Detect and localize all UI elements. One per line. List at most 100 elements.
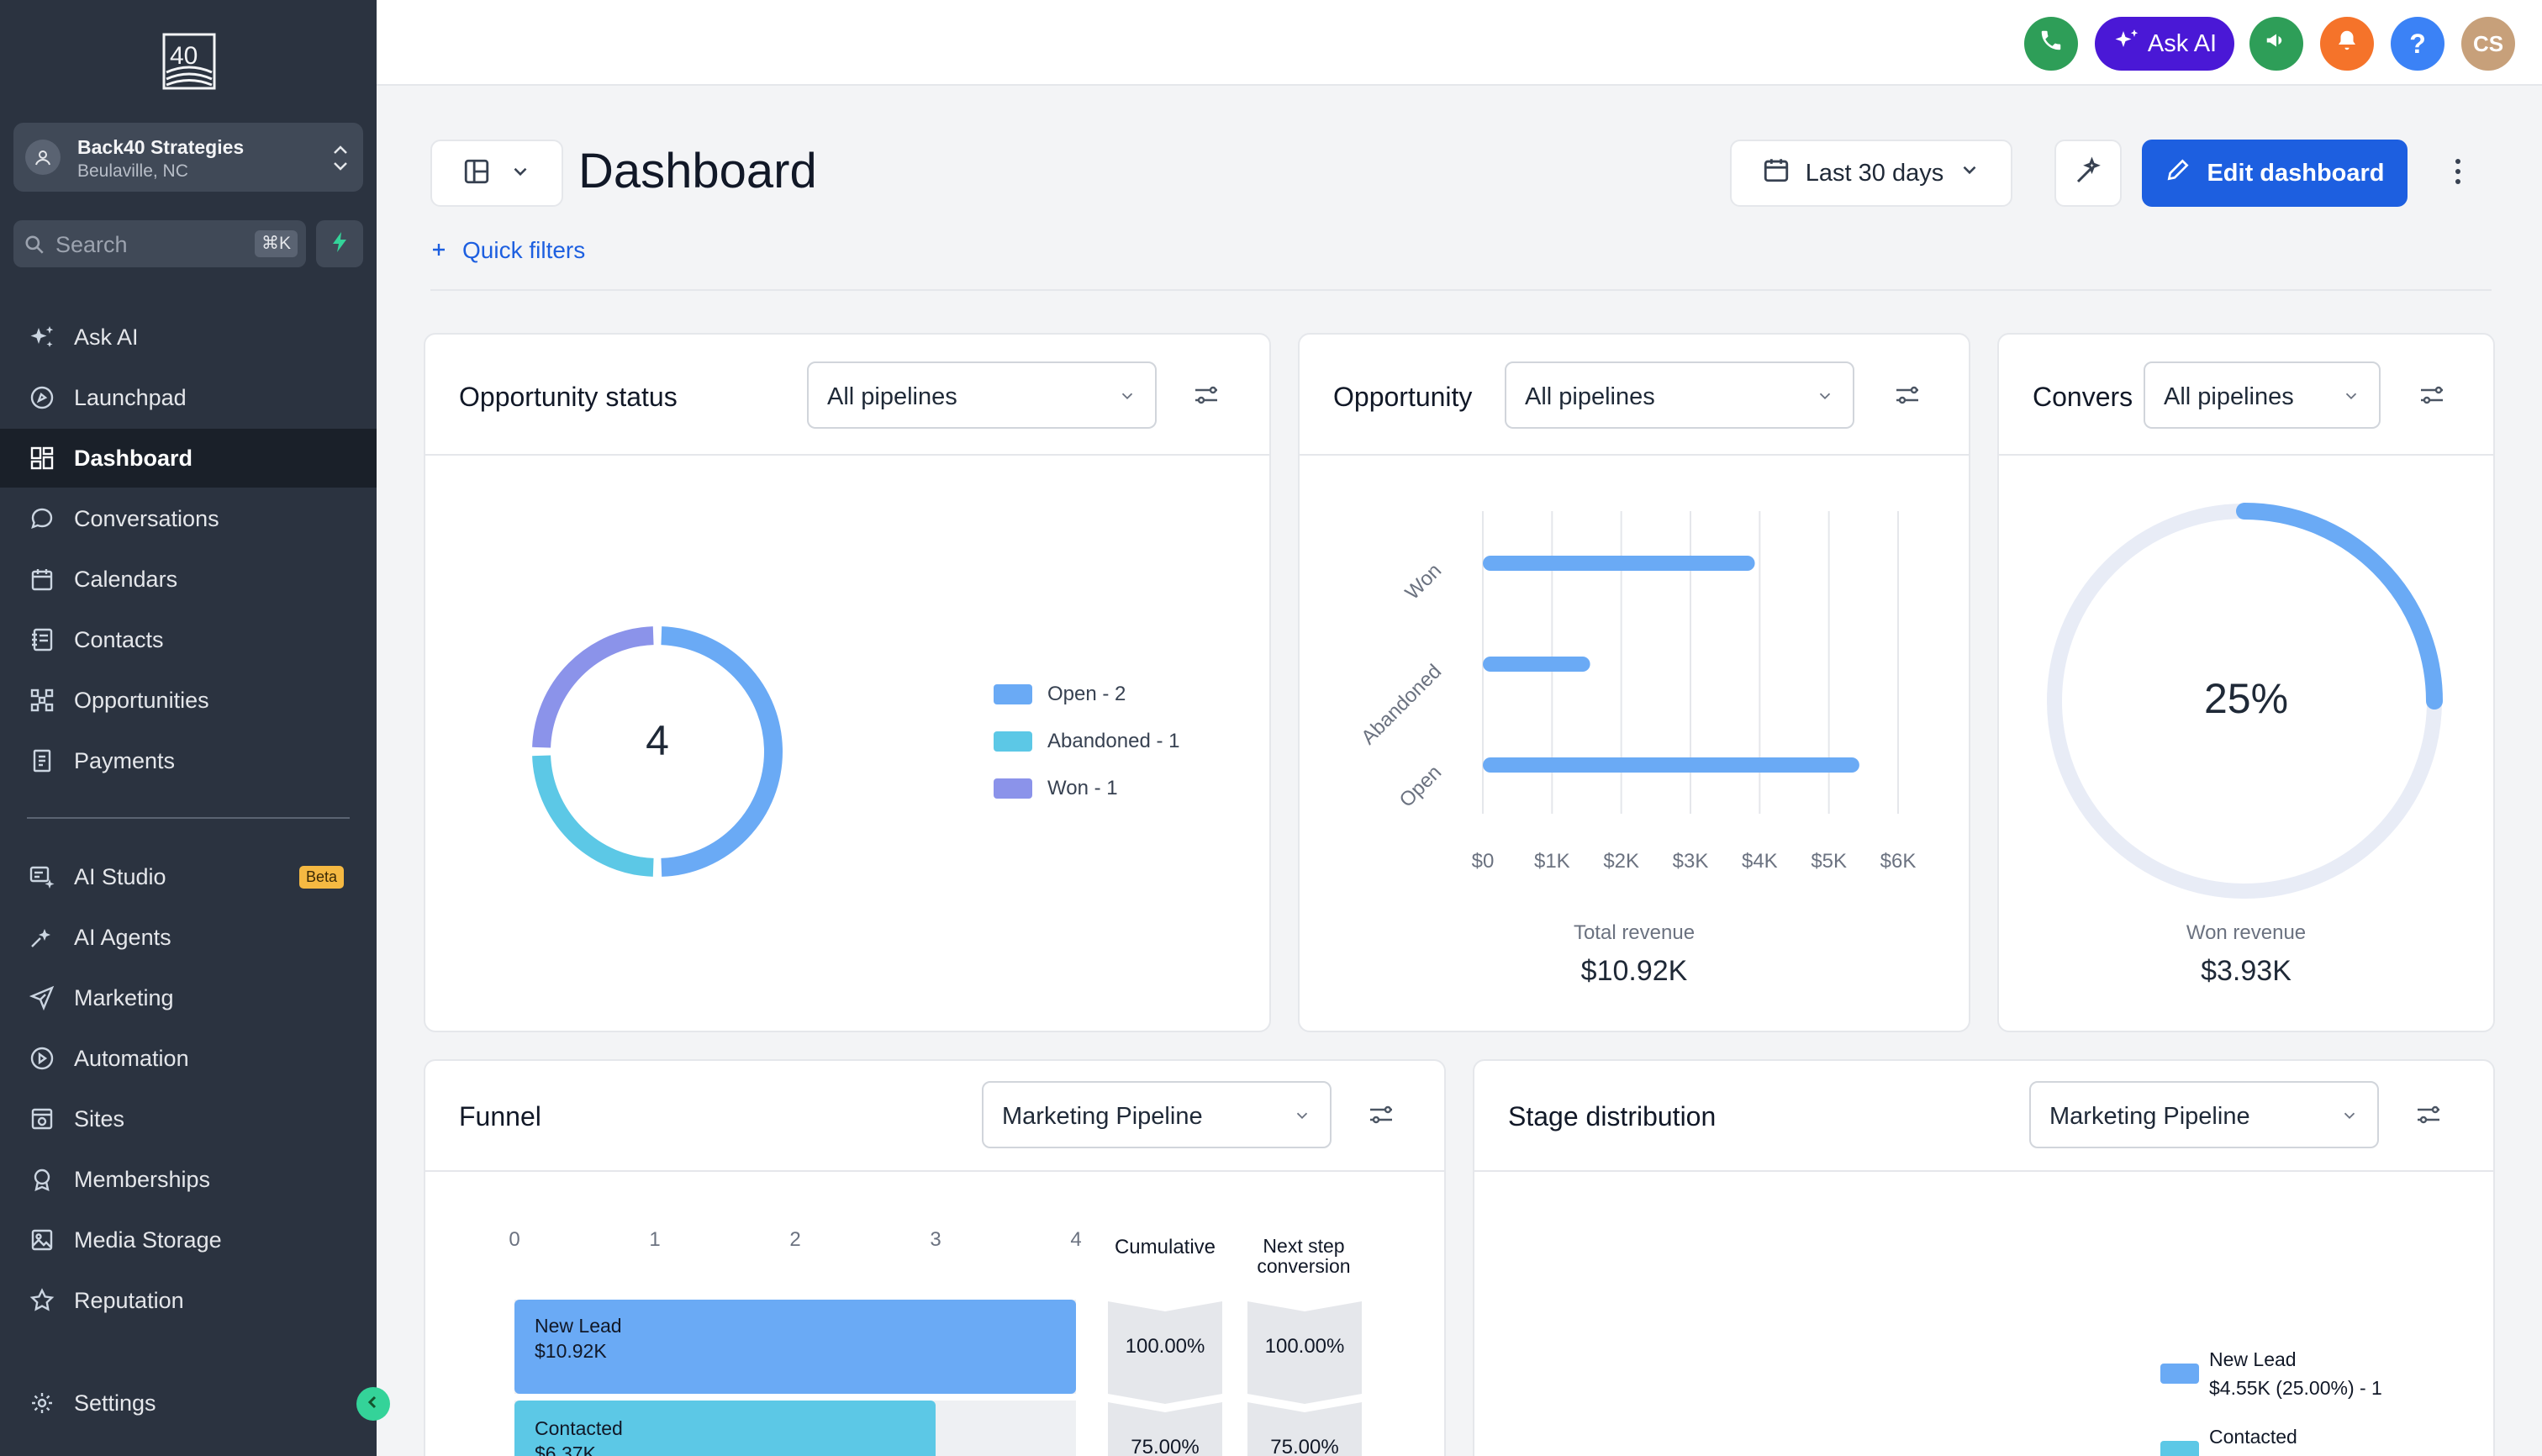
legend-swatch <box>994 684 1032 704</box>
legend-swatch <box>994 778 1032 799</box>
bar-abandoned[interactable] <box>1483 657 1590 672</box>
collapse-sidebar-button[interactable] <box>356 1387 390 1421</box>
quick-filters-button[interactable]: Quick filters <box>430 237 585 264</box>
donut-slice-abandoned[interactable] <box>532 755 654 877</box>
sidebar-item-payments[interactable]: Payments <box>0 731 377 790</box>
sidebar-item-ai-agents[interactable]: AI Agents <box>0 908 377 967</box>
star-icon <box>27 1288 57 1313</box>
card-title: Stage distribution <box>1508 1101 1717 1132</box>
funnel-bar-contacted[interactable] <box>514 1401 936 1456</box>
ai-agents-icon <box>27 925 57 950</box>
opportunity-bar-chart: $0 $1K $2K $3K $4K $5K $6K Won Abandoned Open <box>1357 511 1917 873</box>
ai-insights-button[interactable] <box>2054 140 2122 207</box>
card-header: Opportunity All pipelines <box>1300 335 1969 456</box>
sidebar-item-conversations[interactable]: Conversations <box>0 489 377 548</box>
bar-won[interactable] <box>1483 556 1755 571</box>
account-avatar-icon <box>25 140 61 175</box>
layout-switcher-button[interactable] <box>430 140 563 207</box>
sidebar-item-calendars[interactable]: Calendars <box>0 550 377 609</box>
sidebar-item-label: Payments <box>74 748 176 773</box>
notifications-button[interactable] <box>2320 17 2374 71</box>
sidebar-item-label: Automation <box>74 1046 189 1071</box>
help-button[interactable]: ? <box>2391 17 2444 71</box>
search-icon <box>24 234 45 260</box>
ai-studio-icon <box>27 864 57 889</box>
sidebar-item-sites[interactable]: Sites <box>0 1089 377 1148</box>
phone-button[interactable] <box>2024 17 2078 71</box>
legend-label: Open - 2 <box>1047 683 1126 705</box>
x-tick-label: $0 <box>1472 850 1495 873</box>
sidebar-item-label: Sites <box>74 1106 125 1132</box>
card-settings-icon[interactable] <box>1369 1103 1394 1131</box>
card-settings-icon[interactable] <box>1194 383 1219 411</box>
account-switcher[interactable]: Back40 Strategies Beulaville, NC <box>13 123 363 192</box>
top-bar: Ask AI ? CS <box>377 0 2542 86</box>
cumulative-cell: 75.00% <box>1131 1436 1200 1456</box>
date-range-button[interactable]: Last 30 days <box>1730 140 2012 207</box>
sidebar-item-label: Marketing <box>74 985 174 1010</box>
pipeline-select-value: All pipelines <box>2164 383 2294 410</box>
x-tick-label: $2K <box>1603 850 1639 873</box>
quick-action-button[interactable] <box>316 220 363 267</box>
opportunity-status-card: Opportunity status All pipelines 4 Open … <box>424 333 1271 1032</box>
megaphone-icon <box>2264 28 2289 60</box>
funnel-bar-new-lead[interactable] <box>514 1300 1076 1394</box>
chevron-up-down-icon <box>331 141 350 175</box>
sidebar-item-ai-studio[interactable]: AI Studio Beta <box>0 847 377 906</box>
pipeline-select[interactable]: All pipelines <box>807 361 1157 429</box>
calendar-icon <box>27 567 57 592</box>
stage-name: Contacted <box>535 1417 623 1439</box>
sidebar-item-launchpad[interactable]: Launchpad <box>0 368 377 427</box>
sidebar-item-automation[interactable]: Automation <box>0 1029 377 1088</box>
sidebar-item-marketing[interactable]: Marketing <box>0 968 377 1027</box>
funnel-row-label: New Lead $10.92K <box>535 1313 622 1364</box>
x-tick-label: $6K <box>1880 850 1917 873</box>
sidebar-item-label: Opportunities <box>74 688 209 713</box>
sidebar-item-settings[interactable]: Settings <box>0 1374 377 1432</box>
bar-open[interactable] <box>1483 757 1859 773</box>
pipeline-select[interactable]: All pipelines <box>2144 361 2381 429</box>
card-header: Opportunity status All pipelines <box>425 335 1269 456</box>
ask-ai-button[interactable]: Ask AI <box>2095 17 2234 71</box>
sidebar-divider <box>27 817 350 819</box>
sidebar-item-reputation[interactable]: Reputation <box>0 1271 377 1330</box>
chevron-down-icon <box>2342 387 2360 409</box>
sidebar-item-opportunities[interactable]: Opportunities <box>0 671 377 730</box>
chevron-down-icon <box>2340 1106 2359 1129</box>
sparkles-icon <box>2112 28 2141 60</box>
sidebar-item-media-storage[interactable]: Media Storage <box>0 1211 377 1269</box>
donut-slice-won[interactable] <box>532 626 654 748</box>
more-options-button[interactable] <box>2441 151 2475 195</box>
edit-dashboard-button[interactable]: Edit dashboard <box>2142 140 2408 207</box>
pipeline-select[interactable]: Marketing Pipeline <box>982 1081 1332 1148</box>
launchpad-icon <box>27 385 57 410</box>
funnel-metric-cell <box>1247 1402 1362 1456</box>
legend-label: Abandoned - 1 <box>1047 730 1180 752</box>
card-settings-icon[interactable] <box>2419 383 2444 411</box>
sidebar-item-ask-ai[interactable]: Ask AI <box>0 308 377 367</box>
calendar-icon <box>1762 156 1790 191</box>
plus-icon <box>430 237 447 264</box>
card-settings-icon[interactable] <box>1895 383 1920 411</box>
image-icon <box>27 1227 57 1253</box>
donut-slice-open[interactable] <box>661 626 783 877</box>
sidebar-item-memberships[interactable]: Memberships <box>0 1150 377 1209</box>
card-header: Funnel Marketing Pipeline <box>425 1061 1444 1172</box>
sidebar-item-dashboard[interactable]: Dashboard <box>0 429 377 488</box>
pipeline-select[interactable]: All pipelines <box>1505 361 1854 429</box>
card-header: Conversion All pipelines <box>1999 335 2493 456</box>
paper-plane-icon <box>27 985 57 1010</box>
x-tick-label: $5K <box>1811 850 1847 873</box>
pipeline-select-value: Marketing Pipeline <box>2049 1103 2250 1130</box>
magic-wand-icon <box>2073 156 2103 191</box>
pipeline-select[interactable]: Marketing Pipeline <box>2029 1081 2379 1148</box>
card-settings-icon[interactable] <box>2416 1103 2441 1131</box>
sidebar-item-contacts[interactable]: Contacts <box>0 610 377 669</box>
won-revenue-label: Won revenue <box>2186 921 2307 944</box>
user-avatar[interactable]: CS <box>2461 17 2515 71</box>
next-step-cell: 75.00% <box>1270 1436 1339 1456</box>
announcements-button[interactable] <box>2249 17 2303 71</box>
search-input[interactable]: Search ⌘K <box>13 220 306 267</box>
sidebar-item-label: Settings <box>74 1390 156 1416</box>
legend-item-abandoned: Abandoned - 1 <box>994 730 1179 753</box>
